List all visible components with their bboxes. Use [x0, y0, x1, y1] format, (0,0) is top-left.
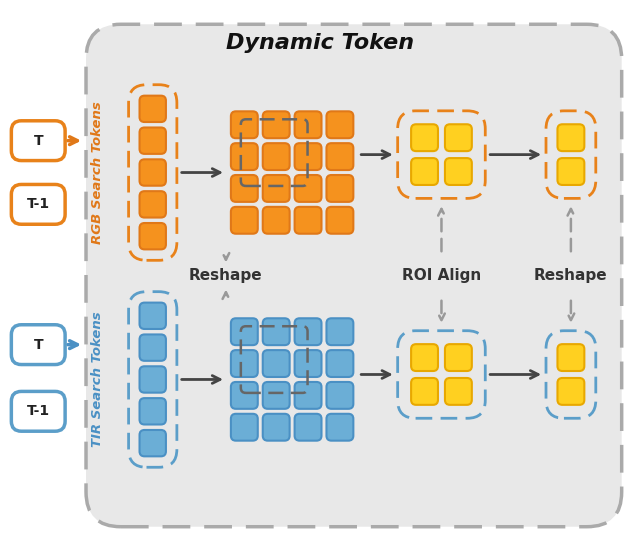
- Text: ROI Align: ROI Align: [402, 268, 481, 283]
- FancyBboxPatch shape: [231, 111, 258, 138]
- FancyBboxPatch shape: [295, 207, 322, 234]
- FancyBboxPatch shape: [231, 143, 258, 170]
- FancyBboxPatch shape: [231, 207, 258, 234]
- FancyBboxPatch shape: [11, 324, 65, 365]
- FancyBboxPatch shape: [411, 344, 438, 371]
- FancyBboxPatch shape: [327, 414, 353, 441]
- FancyBboxPatch shape: [231, 414, 258, 441]
- FancyBboxPatch shape: [445, 378, 472, 405]
- FancyBboxPatch shape: [140, 191, 166, 218]
- FancyBboxPatch shape: [327, 318, 353, 345]
- FancyBboxPatch shape: [263, 111, 290, 138]
- FancyBboxPatch shape: [231, 382, 258, 409]
- FancyBboxPatch shape: [231, 318, 258, 345]
- FancyBboxPatch shape: [140, 96, 166, 122]
- FancyBboxPatch shape: [140, 334, 166, 361]
- FancyBboxPatch shape: [140, 160, 166, 186]
- FancyBboxPatch shape: [295, 350, 322, 377]
- FancyBboxPatch shape: [263, 350, 290, 377]
- Text: Reshape: Reshape: [534, 268, 608, 283]
- FancyBboxPatch shape: [327, 350, 353, 377]
- FancyBboxPatch shape: [11, 121, 65, 161]
- FancyBboxPatch shape: [263, 382, 290, 409]
- FancyBboxPatch shape: [445, 124, 472, 151]
- FancyBboxPatch shape: [558, 158, 584, 185]
- FancyBboxPatch shape: [140, 302, 166, 329]
- FancyBboxPatch shape: [295, 143, 322, 170]
- FancyBboxPatch shape: [263, 414, 290, 441]
- FancyBboxPatch shape: [231, 175, 258, 202]
- Text: Reshape: Reshape: [189, 268, 263, 283]
- Text: TIR Search Tokens: TIR Search Tokens: [91, 312, 105, 447]
- FancyBboxPatch shape: [295, 318, 322, 345]
- FancyBboxPatch shape: [295, 382, 322, 409]
- FancyBboxPatch shape: [140, 430, 166, 456]
- FancyBboxPatch shape: [327, 382, 353, 409]
- FancyBboxPatch shape: [140, 398, 166, 425]
- FancyBboxPatch shape: [231, 350, 258, 377]
- Text: T: T: [33, 134, 43, 148]
- FancyBboxPatch shape: [263, 143, 290, 170]
- Text: T: T: [33, 338, 43, 351]
- FancyBboxPatch shape: [295, 111, 322, 138]
- Text: T-1: T-1: [27, 197, 50, 211]
- FancyBboxPatch shape: [140, 366, 166, 393]
- FancyBboxPatch shape: [263, 207, 290, 234]
- FancyBboxPatch shape: [263, 175, 290, 202]
- Text: RGB Search Tokens: RGB Search Tokens: [91, 101, 105, 244]
- FancyBboxPatch shape: [263, 318, 290, 345]
- FancyBboxPatch shape: [86, 24, 621, 527]
- FancyBboxPatch shape: [558, 378, 584, 405]
- Text: Dynamic Token: Dynamic Token: [226, 33, 414, 53]
- FancyBboxPatch shape: [327, 175, 353, 202]
- FancyBboxPatch shape: [327, 111, 353, 138]
- FancyBboxPatch shape: [327, 143, 353, 170]
- FancyBboxPatch shape: [558, 344, 584, 371]
- FancyBboxPatch shape: [411, 378, 438, 405]
- FancyBboxPatch shape: [295, 414, 322, 441]
- FancyBboxPatch shape: [11, 184, 65, 224]
- FancyBboxPatch shape: [445, 344, 472, 371]
- FancyBboxPatch shape: [411, 158, 438, 185]
- FancyBboxPatch shape: [11, 392, 65, 431]
- Text: T-1: T-1: [27, 404, 50, 419]
- FancyBboxPatch shape: [327, 207, 353, 234]
- FancyBboxPatch shape: [140, 223, 166, 249]
- FancyBboxPatch shape: [295, 175, 322, 202]
- FancyBboxPatch shape: [411, 124, 438, 151]
- FancyBboxPatch shape: [445, 158, 472, 185]
- FancyBboxPatch shape: [140, 128, 166, 154]
- FancyBboxPatch shape: [558, 124, 584, 151]
